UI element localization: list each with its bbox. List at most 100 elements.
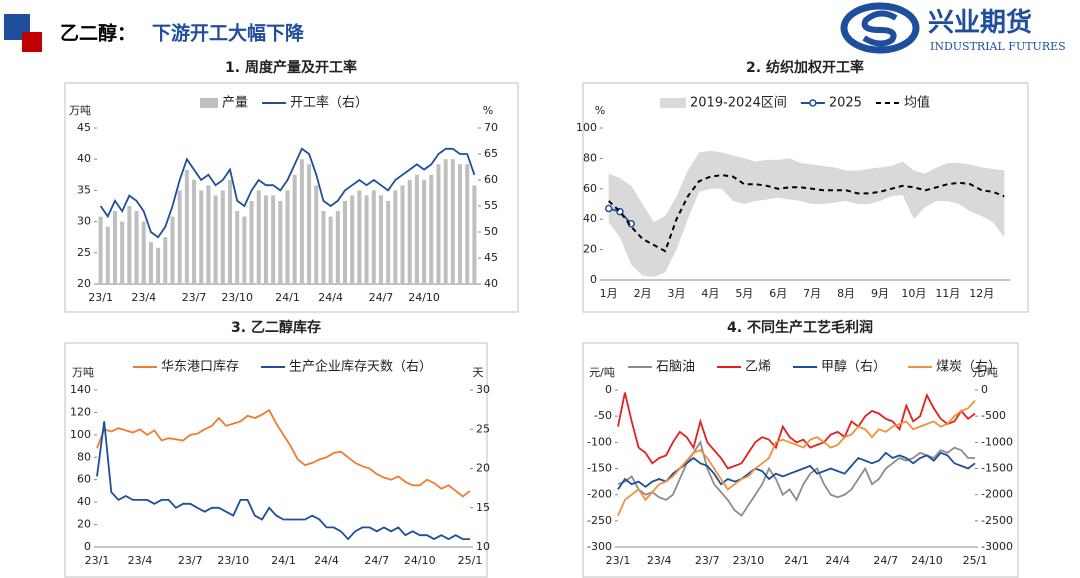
- y2-tick-label: 20: [476, 462, 490, 475]
- slide-title-prefix: 乙二醇：: [60, 22, 136, 45]
- x-tick-label: 11月: [935, 287, 960, 300]
- bar: [357, 190, 362, 284]
- point: [604, 204, 613, 213]
- series-line: [608, 174, 1005, 253]
- legend-label: 2019-2024区间: [690, 96, 787, 111]
- bar: [112, 210, 117, 284]
- bar: [249, 201, 254, 284]
- series-line: [99, 147, 476, 239]
- bar: [321, 210, 326, 284]
- y-tick-label: 80: [583, 151, 597, 164]
- x-tick-label: 7月: [803, 287, 821, 300]
- y-tick-label: 20: [77, 277, 91, 290]
- bar: [98, 216, 103, 284]
- bar: [134, 210, 139, 284]
- y-tick-label: 0: [84, 540, 91, 553]
- bar: [443, 159, 448, 284]
- x-tick-label: 23/1: [606, 554, 631, 567]
- x-tick-label: 24/1: [784, 554, 809, 567]
- x-tick-label: 23/7: [178, 554, 203, 567]
- x-tick-label: 8月: [837, 287, 855, 300]
- x-tick-label: 24/10: [408, 291, 440, 304]
- logo-text: 兴业期货: [928, 7, 1032, 38]
- bar: [472, 185, 477, 284]
- bar: [263, 195, 268, 284]
- bar: [429, 174, 434, 284]
- y2-tick-label: 10: [476, 540, 490, 553]
- y2-tick-label: 15: [476, 501, 490, 514]
- x-tick-label: 5月: [735, 287, 753, 300]
- y-tick-label: 140: [70, 383, 91, 396]
- x-tick-label: 24/10: [911, 554, 943, 567]
- series-line: [96, 421, 470, 541]
- bar: [105, 226, 110, 284]
- y-tick-label: -150: [587, 462, 612, 475]
- y-tick-label: 45: [77, 121, 91, 134]
- y2-tick-label: -2000: [981, 488, 1013, 501]
- bar: [458, 164, 463, 284]
- chart-panel: [582, 82, 1029, 313]
- bar: [407, 179, 412, 284]
- x-tick-label: 25/1: [458, 554, 483, 567]
- x-tick-label: 12月: [969, 287, 994, 300]
- logo-s: [861, 10, 898, 47]
- y-tick-label: 80: [77, 450, 91, 463]
- legend-label: 生产企业库存天数（右）: [289, 359, 432, 375]
- series-line: [617, 392, 976, 470]
- bar: [307, 164, 312, 284]
- y2-axis-label: 元/吨: [972, 366, 998, 379]
- legend-label: 乙烯: [745, 360, 771, 375]
- x-tick-label: 9月: [871, 287, 889, 300]
- bar: [422, 179, 427, 284]
- y2-tick-label: 45: [484, 251, 498, 264]
- y2-tick-label: -3000: [981, 540, 1013, 553]
- bar: [184, 169, 189, 284]
- logo-ring: [840, 2, 920, 54]
- y2-tick-label: 30: [476, 383, 490, 396]
- series-line: [617, 451, 976, 490]
- y-tick-label: 0: [605, 383, 612, 396]
- x-tick-label: 24/7: [364, 554, 389, 567]
- bar: [127, 206, 132, 284]
- y-axis-label: %: [595, 104, 605, 117]
- y-tick-label: -50: [594, 409, 612, 422]
- chart-title: 4. 不同生产工艺毛利润: [727, 319, 873, 336]
- y2-tick-label: 60: [484, 173, 498, 186]
- y2-tick-label: 40: [484, 277, 498, 290]
- range-band: [608, 150, 1005, 277]
- x-tick-label: 10月: [901, 287, 926, 300]
- bar: [314, 185, 319, 284]
- y-tick-label: -300: [587, 540, 612, 553]
- logo: 兴业期货 INDUSTRIAL FUTURES: [840, 2, 1066, 54]
- chart-title: 3. 乙二醇库存: [231, 319, 321, 336]
- bar: [120, 221, 125, 284]
- x-tick-label: 23/10: [217, 554, 249, 567]
- x-tick-label: 6月: [769, 287, 787, 300]
- y2-tick-label: -2500: [981, 514, 1013, 527]
- y-tick-label: 30: [77, 215, 91, 228]
- legend-label: 华东港口库存: [161, 359, 239, 375]
- legend-label: 开工率（右）: [290, 95, 368, 111]
- bar: [436, 164, 441, 284]
- x-tick-label: 23/1: [85, 554, 110, 567]
- chart-panel: [582, 342, 1019, 578]
- legend-label: 甲醇（右）: [821, 359, 886, 375]
- y-tick-label: 120: [70, 405, 91, 418]
- x-tick-label: 23/10: [221, 291, 253, 304]
- y2-axis-label: 天: [473, 366, 484, 379]
- x-tick-label: 24/4: [825, 554, 850, 567]
- x-tick-label: 23/4: [647, 554, 672, 567]
- bar: [414, 174, 419, 284]
- x-tick-label: 23/10: [733, 554, 765, 567]
- bar: [156, 247, 161, 284]
- logo-subtext: INDUSTRIAL FUTURES: [930, 40, 1066, 53]
- y-tick-label: 40: [583, 212, 597, 225]
- y-tick-label: 100: [576, 121, 597, 134]
- x-tick-label: 24/1: [275, 291, 300, 304]
- x-tick-label: 2月: [634, 287, 652, 300]
- bar: [335, 210, 340, 284]
- bar: [364, 195, 369, 284]
- y2-tick-label: 70: [484, 121, 498, 134]
- bar: [242, 216, 247, 284]
